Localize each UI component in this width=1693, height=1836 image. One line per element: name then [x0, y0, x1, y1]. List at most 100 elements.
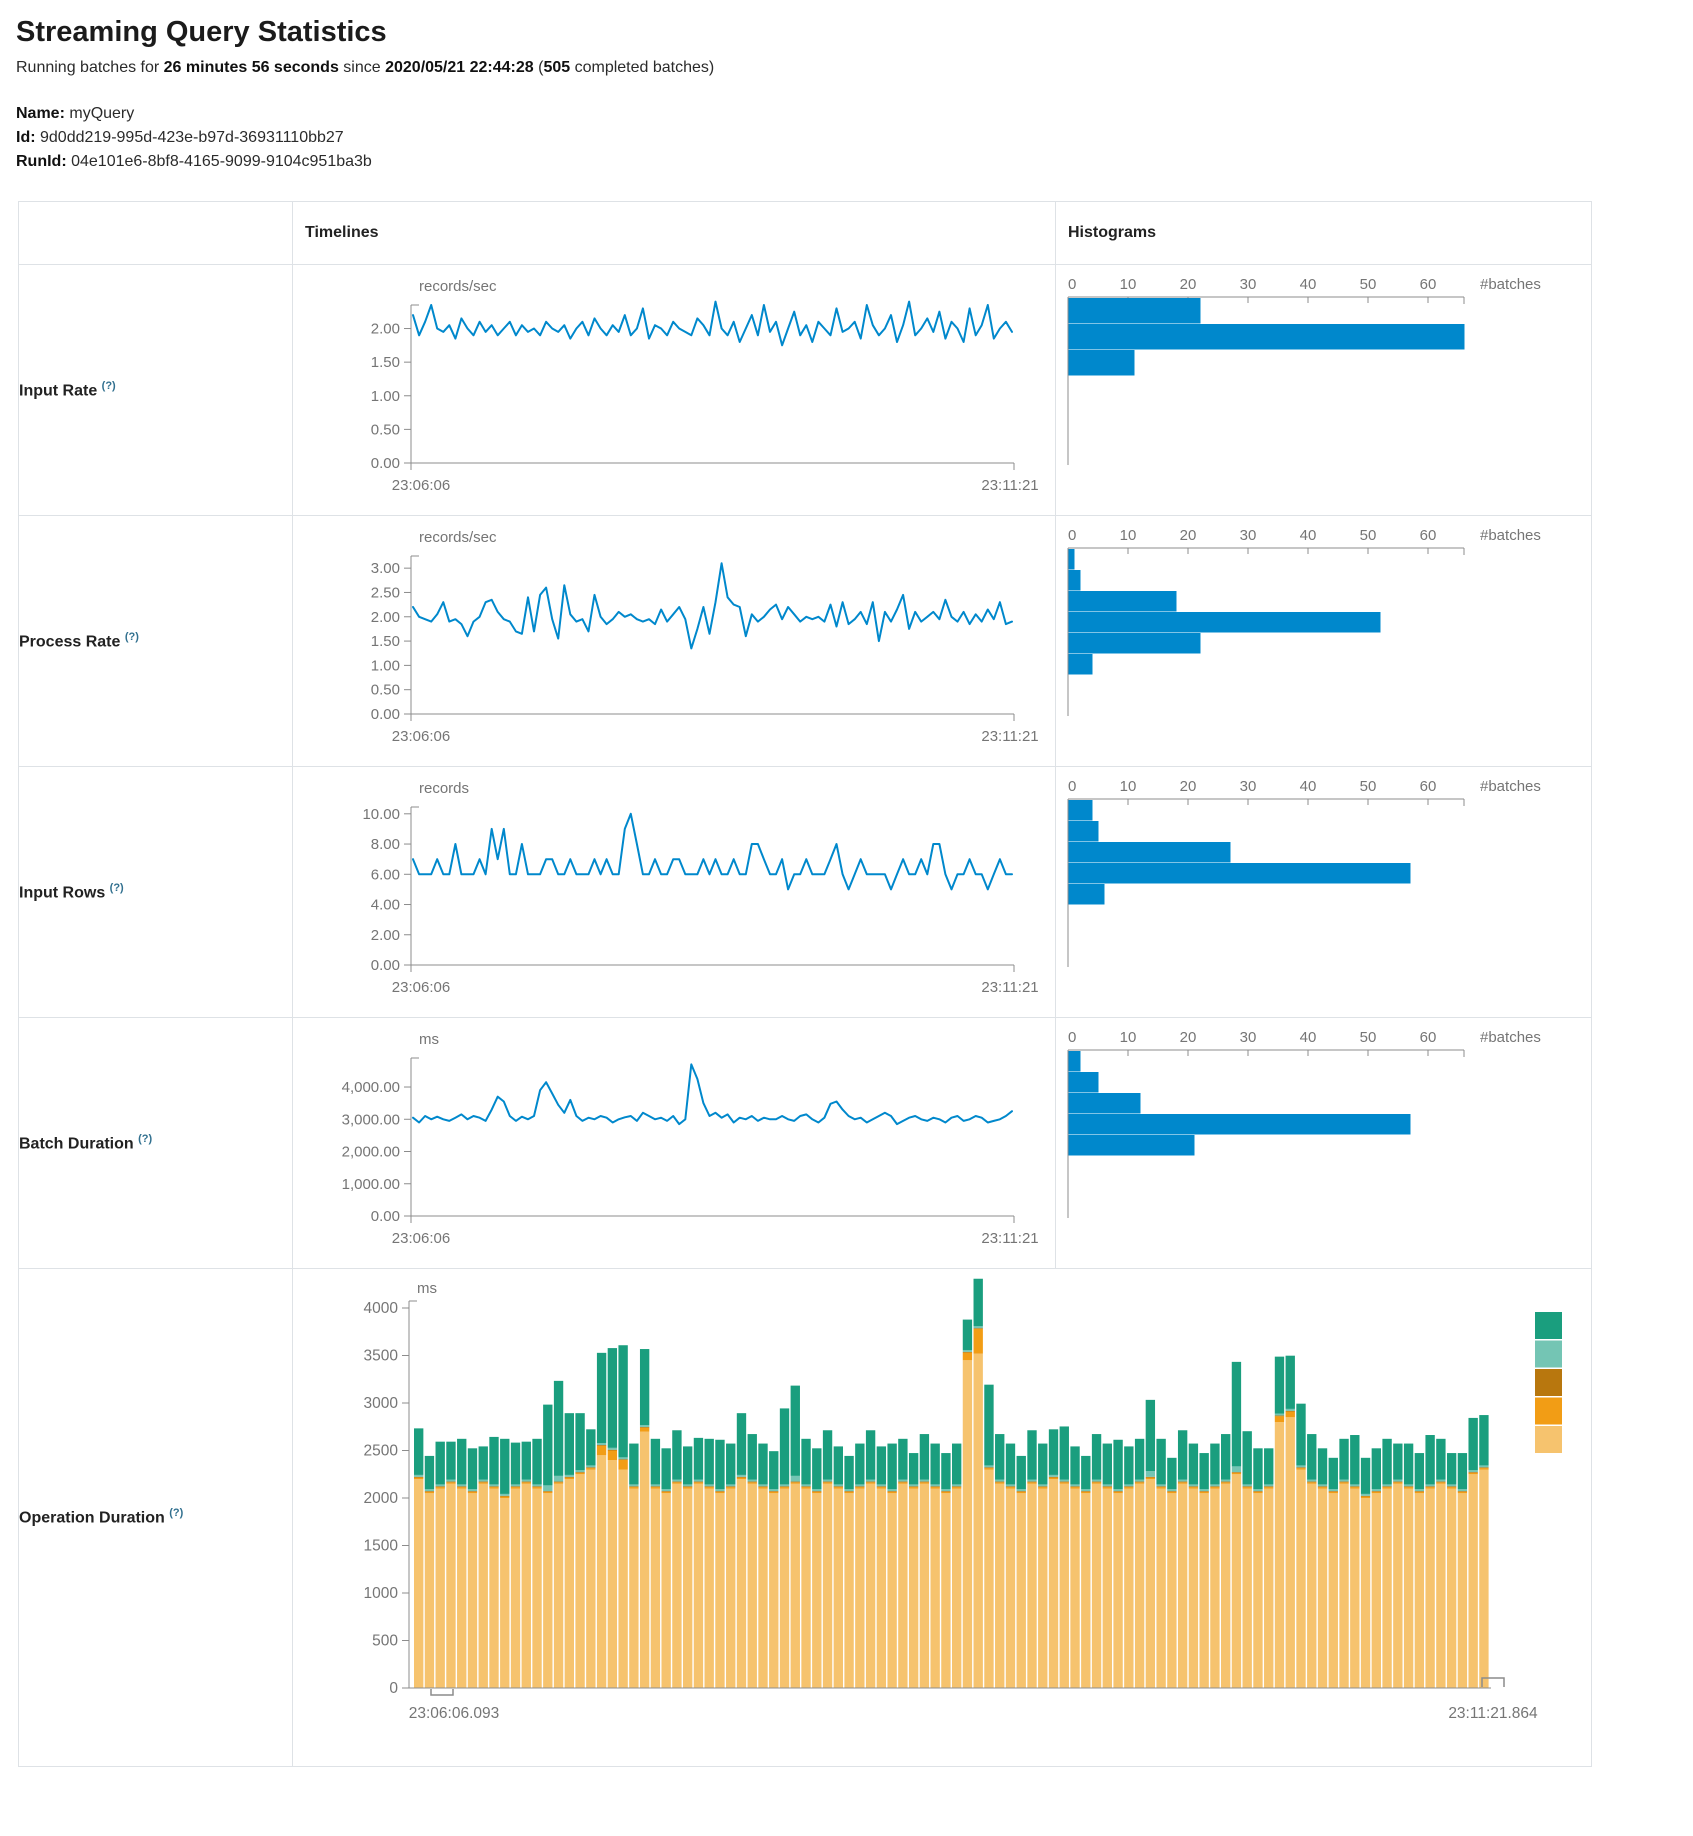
input-rows-row: Input Rows (?) records 10.00 8.00 6.00 4.00 2… [18, 766, 1592, 1018]
svg-text:500: 500 [372, 1633, 398, 1650]
batch-duration-histogram-chart: 0 10 20 30 40 50 60 #batches [1056, 1018, 1591, 1268]
legend-swatch [1535, 1426, 1562, 1453]
legend-swatch [1535, 1340, 1562, 1368]
chart-svg: 0 10 20 30 40 50 60 #batches [1067, 1029, 1541, 1218]
chart-svg: ms 4000 3500 3000 2500 2000 1500 1000 500 0 23:06:… [364, 1278, 1562, 1722]
svg-text:2.50: 2.50 [371, 584, 400, 601]
svg-text:0: 0 [1068, 1029, 1076, 1046]
svg-text:#batches: #batches [1480, 1029, 1541, 1046]
svg-text:23:11:21: 23:11:21 [981, 1230, 1038, 1247]
chart-svg: records 10.00 8.00 6.00 4.00 2.00 0.00 23:06:06… [362, 780, 1038, 996]
svg-text:23:06:06: 23:06:06 [392, 1230, 450, 1247]
svg-text:2000: 2000 [364, 1490, 399, 1507]
svg-text:#batches: #batches [1480, 276, 1541, 293]
statistics-table: Timelines Histograms Input Rate (?) reco… [18, 201, 1592, 1767]
chart-svg: 0 10 20 30 40 50 60 #batches [1067, 778, 1541, 967]
svg-text:50: 50 [1360, 778, 1377, 795]
input-rows-label: Input Rows [19, 884, 106, 902]
input-rate-timeline-chart: records/sec 2.00 1.50 1.00 0.50 0.00 23:06:06 2… [293, 265, 1055, 515]
process-rate-help-icon[interactable]: (?) [124, 630, 139, 643]
operation-duration-stacked-chart: ms 4000 3500 3000 2500 2000 1500 1000 500 0 23:06:… [293, 1269, 1591, 1766]
chart-svg: ms 4,000.00 3,000.00 2,000.00 1,000.00 0.00 23… [342, 1031, 1039, 1247]
chart-svg: records/sec 3.00 2.50 2.00 1.50 1.00 0.50 0.00 2… [371, 529, 1039, 745]
column-header-histograms: Histograms [1055, 201, 1592, 265]
svg-text:50: 50 [1360, 276, 1377, 293]
svg-text:20: 20 [1180, 276, 1197, 293]
process-rate-timeline-chart: records/sec 3.00 2.50 2.00 1.50 1.00 0.50 0.00 2… [293, 516, 1055, 766]
row-label-process-rate: Process Rate (?) [18, 515, 293, 767]
query-id-line: Id: 9d0dd219-995d-423e-b97d-36931110bb27 [16, 129, 1693, 147]
svg-text:#batches: #batches [1480, 527, 1541, 544]
svg-text:4000: 4000 [364, 1300, 399, 1317]
svg-text:0: 0 [389, 1680, 398, 1697]
svg-text:0.50: 0.50 [371, 682, 400, 699]
name-value: myQuery [69, 105, 135, 122]
query-runid-line: RunId: 04e101e6-8bf8-4165-9099-9104c951b… [16, 153, 1693, 171]
svg-text:2.00: 2.00 [371, 609, 400, 626]
operation-duration-help-icon[interactable]: (?) [169, 1507, 184, 1520]
svg-text:60: 60 [1420, 1029, 1437, 1046]
svg-text:10: 10 [1120, 1029, 1137, 1046]
svg-text:0.00: 0.00 [371, 455, 400, 472]
svg-text:3500: 3500 [364, 1348, 399, 1365]
svg-text:0.00: 0.00 [371, 1208, 400, 1225]
input-rows-help-icon[interactable]: (?) [109, 881, 124, 894]
svg-text:30: 30 [1240, 527, 1257, 544]
input-rate-help-icon[interactable]: (?) [101, 379, 116, 392]
running-duration: 26 minutes 56 seconds [163, 59, 339, 76]
svg-text:1.00: 1.00 [371, 657, 400, 674]
svg-text:records/sec: records/sec [419, 529, 497, 546]
column-header-timelines: Timelines [292, 201, 1056, 265]
svg-text:60: 60 [1420, 527, 1437, 544]
svg-text:ms: ms [419, 1031, 439, 1048]
svg-text:10: 10 [1120, 527, 1137, 544]
process-rate-row: Process Rate (?) records/sec 3.00 2.50 2.00… [18, 515, 1592, 767]
legend-swatch [1535, 1397, 1562, 1425]
svg-text:0.00: 0.00 [371, 957, 400, 974]
svg-text:23:06:06.093: 23:06:06.093 [409, 1705, 500, 1722]
svg-text:40: 40 [1300, 1029, 1317, 1046]
svg-text:1.50: 1.50 [371, 354, 400, 371]
runid-label: RunId: [16, 153, 67, 170]
paren-open: ( [533, 59, 544, 76]
svg-text:60: 60 [1420, 778, 1437, 795]
svg-text:40: 40 [1300, 527, 1317, 544]
svg-text:20: 20 [1180, 778, 1197, 795]
row-label-batch-duration: Batch Duration (?) [18, 1017, 293, 1269]
svg-text:0.50: 0.50 [371, 421, 400, 438]
svg-text:40: 40 [1300, 276, 1317, 293]
streaming-query-statistics-page: Streaming Query Statistics Running batch… [0, 16, 1693, 1767]
name-label: Name: [16, 105, 65, 122]
table-header-row: Timelines Histograms [18, 201, 1592, 265]
input-rows-histogram-chart: 0 10 20 30 40 50 60 #batches [1056, 767, 1591, 1017]
svg-text:23:06:06: 23:06:06 [392, 728, 450, 745]
legend-swatch [1535, 1312, 1562, 1339]
batch-duration-label: Batch Duration [19, 1135, 134, 1153]
start-time: 2020/05/21 22:44:28 [385, 59, 534, 76]
svg-text:6.00: 6.00 [371, 866, 400, 883]
svg-text:23:11:21: 23:11:21 [981, 979, 1038, 996]
svg-text:4.00: 4.00 [371, 897, 400, 914]
svg-text:50: 50 [1360, 1029, 1377, 1046]
legend-swatch [1535, 1369, 1562, 1396]
svg-text:30: 30 [1240, 276, 1257, 293]
svg-text:20: 20 [1180, 527, 1197, 544]
svg-text:ms: ms [417, 1280, 437, 1297]
svg-text:30: 30 [1240, 1029, 1257, 1046]
svg-text:1.00: 1.00 [371, 388, 400, 405]
svg-text:3,000.00: 3,000.00 [342, 1111, 400, 1128]
completed-suffix: completed batches) [570, 59, 715, 76]
svg-text:records/sec: records/sec [419, 278, 497, 295]
process-rate-histogram-chart: 0 10 20 30 40 50 60 #batches [1056, 516, 1591, 766]
svg-text:23:11:21.864: 23:11:21.864 [1448, 1705, 1538, 1722]
svg-text:20: 20 [1180, 1029, 1197, 1046]
input-rate-label: Input Rate [19, 382, 98, 400]
input-rows-timeline-chart: records 10.00 8.00 6.00 4.00 2.00 0.00 23:06:06… [293, 767, 1055, 1017]
svg-text:60: 60 [1420, 276, 1437, 293]
runid-value: 04e101e6-8bf8-4165-9099-9104c951ba3b [71, 153, 372, 170]
svg-text:50: 50 [1360, 527, 1377, 544]
id-label: Id: [16, 129, 36, 146]
svg-text:10: 10 [1120, 276, 1137, 293]
header-empty-cell [18, 201, 293, 265]
batch-duration-help-icon[interactable]: (?) [138, 1132, 153, 1145]
